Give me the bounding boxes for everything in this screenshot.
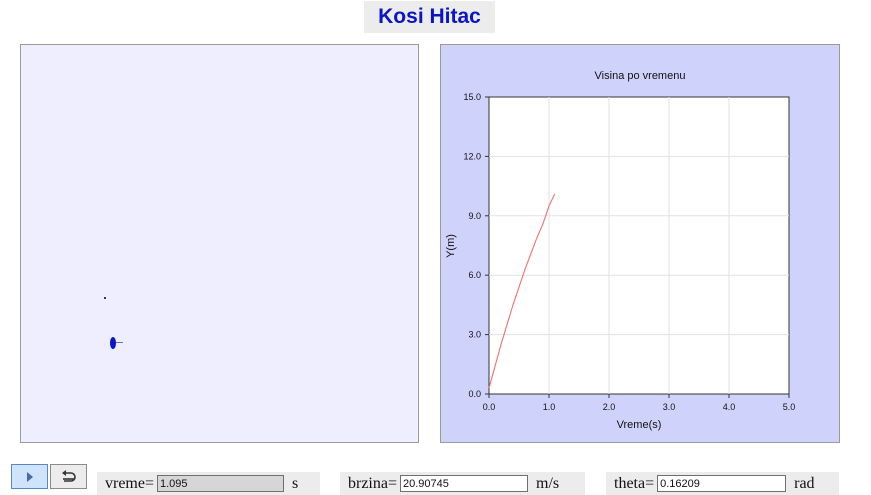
play-button[interactable] [11, 464, 48, 489]
theta-input[interactable] [657, 475, 787, 492]
reset-button[interactable] [50, 464, 87, 489]
title-box: Kosi Hitac [364, 1, 495, 33]
x-tick-label: 4.0 [723, 402, 736, 412]
play-icon [26, 471, 33, 482]
x-tick-label: 3.0 [663, 402, 676, 412]
theta-label: theta= [614, 474, 655, 492]
launch-point-marker [104, 297, 106, 299]
brzina-label: brzina= [348, 474, 397, 492]
axis-ticks: 0.0 1.0 2.0 3.0 4.0 5.0 0.0 3.0 6.0 9.0 12.0 15.0 [463, 92, 795, 412]
vreme-label: vreme= [105, 474, 154, 492]
y-tick-label: 0.0 [468, 389, 481, 399]
control-bar: vreme= s brzina= m/s theta= rad [0, 462, 871, 495]
x-axis-label: Vreme(s) [617, 419, 662, 431]
simulation-canvas[interactable] [20, 44, 419, 443]
vreme-field-group: vreme= s [97, 472, 320, 495]
brzina-field-group: brzina= m/s [340, 472, 585, 495]
theta-field-group: theta= rad [606, 472, 839, 495]
y-tick-label: 3.0 [468, 330, 481, 340]
y-tick-label: 9.0 [468, 211, 481, 221]
y-tick-label: 15.0 [463, 92, 481, 102]
y-tick-label: 12.0 [463, 151, 481, 161]
x-tick-label: 2.0 [603, 402, 616, 412]
chart-svg: Visina po vremenu 0.0 1.0 2.0 3.0 4.0 5.0 0.0 3… [445, 70, 795, 431]
vreme-unit: s [292, 474, 299, 492]
series-line [488, 193, 556, 389]
x-tick-label: 1.0 [543, 402, 556, 412]
chart-title: Visina po vremenu [595, 70, 686, 82]
height-time-graph: Visina po vremenu 0.0 1.0 2.0 3.0 4.0 5.0 0.0 3… [440, 44, 840, 443]
x-tick-label: 5.0 [783, 402, 796, 412]
reset-icon [61, 469, 76, 482]
plot-area [488, 96, 790, 395]
page-title: Kosi Hitac [378, 5, 481, 28]
y-tick-label: 6.0 [468, 270, 481, 280]
brzina-unit: m/s [536, 474, 560, 492]
vreme-input[interactable] [157, 475, 284, 492]
grid-lines [489, 97, 789, 394]
theta-unit: rad [794, 474, 815, 492]
velocity-vector [116, 342, 123, 343]
projectile-ball[interactable] [110, 337, 116, 349]
x-tick-label: 0.0 [483, 402, 496, 412]
series-group [488, 193, 556, 389]
brzina-input[interactable] [400, 475, 528, 492]
y-axis-label: Y(m) [445, 234, 457, 258]
